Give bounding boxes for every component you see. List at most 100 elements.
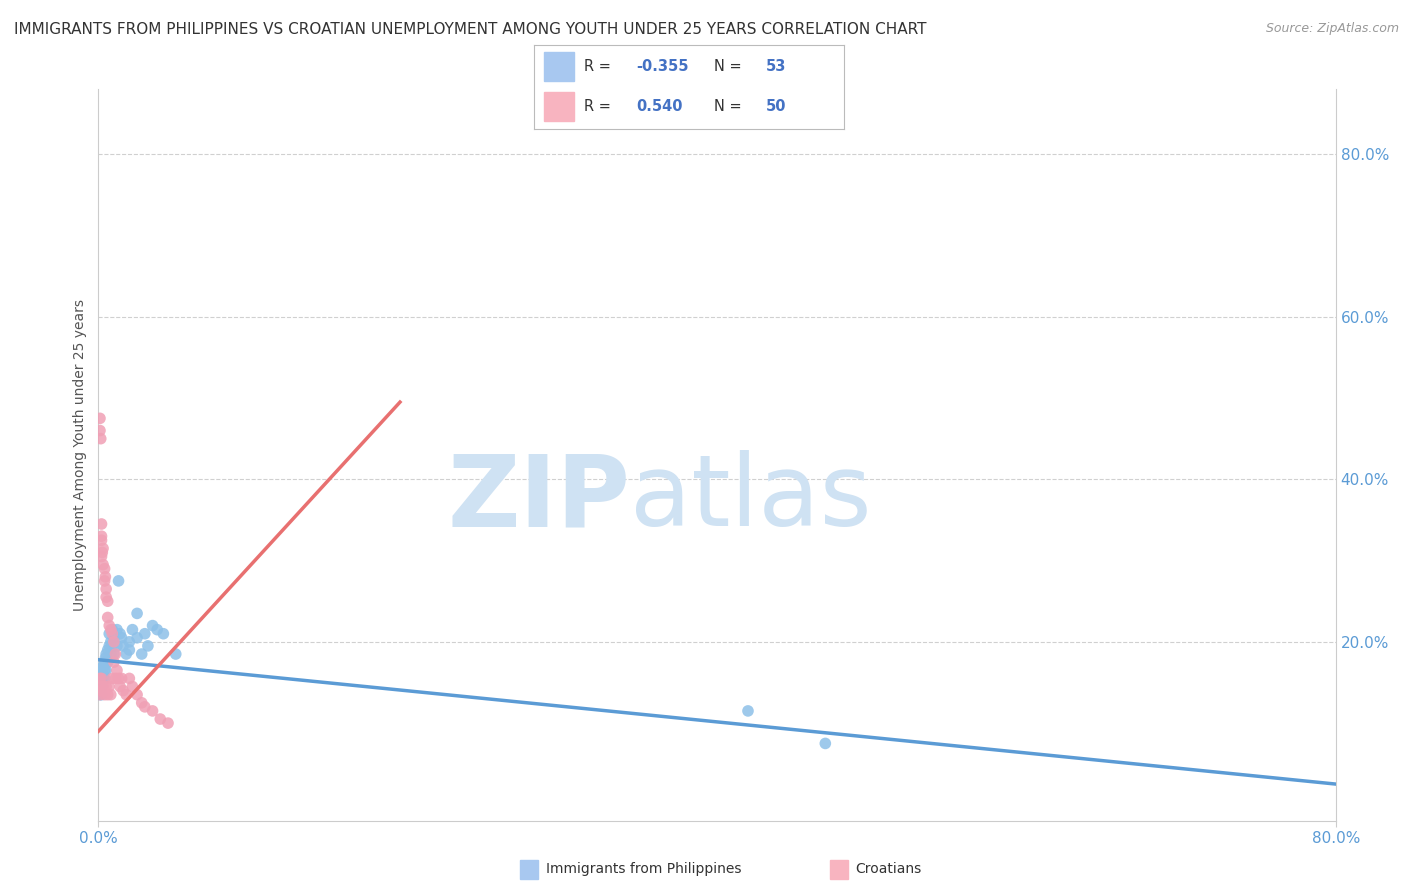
Point xyxy=(93,574,115,588)
Point xyxy=(90,549,112,564)
Point xyxy=(91,545,114,559)
Point xyxy=(93,659,115,673)
Point xyxy=(100,647,122,661)
Point xyxy=(111,672,132,686)
Point xyxy=(98,639,121,653)
Point xyxy=(93,663,115,677)
Point xyxy=(97,688,120,702)
Point xyxy=(141,618,165,632)
FancyBboxPatch shape xyxy=(544,92,575,120)
Point xyxy=(89,680,111,694)
Point xyxy=(90,516,112,531)
Point xyxy=(100,688,122,702)
Point xyxy=(91,663,114,677)
Point xyxy=(91,680,114,694)
Point xyxy=(121,680,143,694)
Point xyxy=(118,643,141,657)
Point xyxy=(94,651,117,665)
Point xyxy=(90,688,112,702)
Point xyxy=(90,675,112,690)
Point xyxy=(157,716,180,731)
Text: N =: N = xyxy=(714,98,747,113)
Point xyxy=(97,594,120,608)
Point xyxy=(134,699,156,714)
Point xyxy=(97,643,120,657)
Point xyxy=(98,680,121,694)
Point xyxy=(105,623,128,637)
Point xyxy=(100,623,122,637)
Point xyxy=(127,631,149,645)
Text: N =: N = xyxy=(714,59,747,74)
Point xyxy=(103,647,125,661)
Point xyxy=(101,626,124,640)
Point xyxy=(96,655,118,669)
Point xyxy=(136,639,159,653)
Text: -0.355: -0.355 xyxy=(637,59,689,74)
Point xyxy=(101,639,124,653)
Point xyxy=(93,562,115,576)
Point xyxy=(165,647,187,661)
Point xyxy=(127,607,149,621)
Text: Source: ZipAtlas.com: Source: ZipAtlas.com xyxy=(1265,22,1399,36)
Point xyxy=(91,672,114,686)
Point xyxy=(104,672,127,686)
Point xyxy=(91,541,114,556)
Point xyxy=(131,696,153,710)
Point xyxy=(89,680,111,694)
Point xyxy=(90,529,112,543)
Point xyxy=(89,411,111,425)
Point xyxy=(97,610,120,624)
Point xyxy=(96,680,118,694)
Point xyxy=(103,635,125,649)
Point xyxy=(90,683,112,698)
Point xyxy=(149,712,172,726)
Point xyxy=(121,623,143,637)
Point xyxy=(112,639,135,653)
Text: Immigrants from Philippines: Immigrants from Philippines xyxy=(546,863,741,876)
Point xyxy=(118,635,141,649)
Point xyxy=(91,659,114,673)
Text: ZIP: ZIP xyxy=(447,450,630,548)
Point xyxy=(146,623,169,637)
Point xyxy=(97,655,120,669)
Point xyxy=(101,672,124,686)
Point xyxy=(814,736,837,750)
Point xyxy=(103,655,125,669)
Point xyxy=(100,635,122,649)
Point xyxy=(96,663,118,677)
Point xyxy=(93,688,115,702)
Point xyxy=(118,672,141,686)
Point xyxy=(96,582,118,596)
Point xyxy=(131,647,153,661)
Point xyxy=(134,626,156,640)
Text: 0.540: 0.540 xyxy=(637,98,683,113)
Point xyxy=(90,672,112,686)
Text: R =: R = xyxy=(583,98,616,113)
Point xyxy=(107,574,129,588)
Point xyxy=(737,704,759,718)
Point xyxy=(89,672,111,686)
Point xyxy=(105,639,128,653)
Point xyxy=(101,623,124,637)
Point xyxy=(115,688,138,702)
Point xyxy=(127,688,149,702)
Point xyxy=(93,655,115,669)
Point xyxy=(152,626,174,640)
Point xyxy=(89,688,111,702)
Point xyxy=(90,680,112,694)
Point xyxy=(108,626,131,640)
Point xyxy=(89,688,111,702)
Point xyxy=(93,672,115,686)
Text: 50: 50 xyxy=(766,98,787,113)
FancyBboxPatch shape xyxy=(544,53,575,81)
Point xyxy=(104,647,127,661)
Point xyxy=(107,672,129,686)
Point xyxy=(98,626,121,640)
Point xyxy=(89,424,111,438)
Point xyxy=(90,683,112,698)
Y-axis label: Unemployment Among Youth under 25 years: Unemployment Among Youth under 25 years xyxy=(73,299,87,611)
Text: IMMIGRANTS FROM PHILIPPINES VS CROATIAN UNEMPLOYMENT AMONG YOUTH UNDER 25 YEARS : IMMIGRANTS FROM PHILIPPINES VS CROATIAN … xyxy=(14,22,927,37)
Text: 53: 53 xyxy=(766,59,786,74)
Point xyxy=(103,631,125,645)
Point xyxy=(90,432,112,446)
